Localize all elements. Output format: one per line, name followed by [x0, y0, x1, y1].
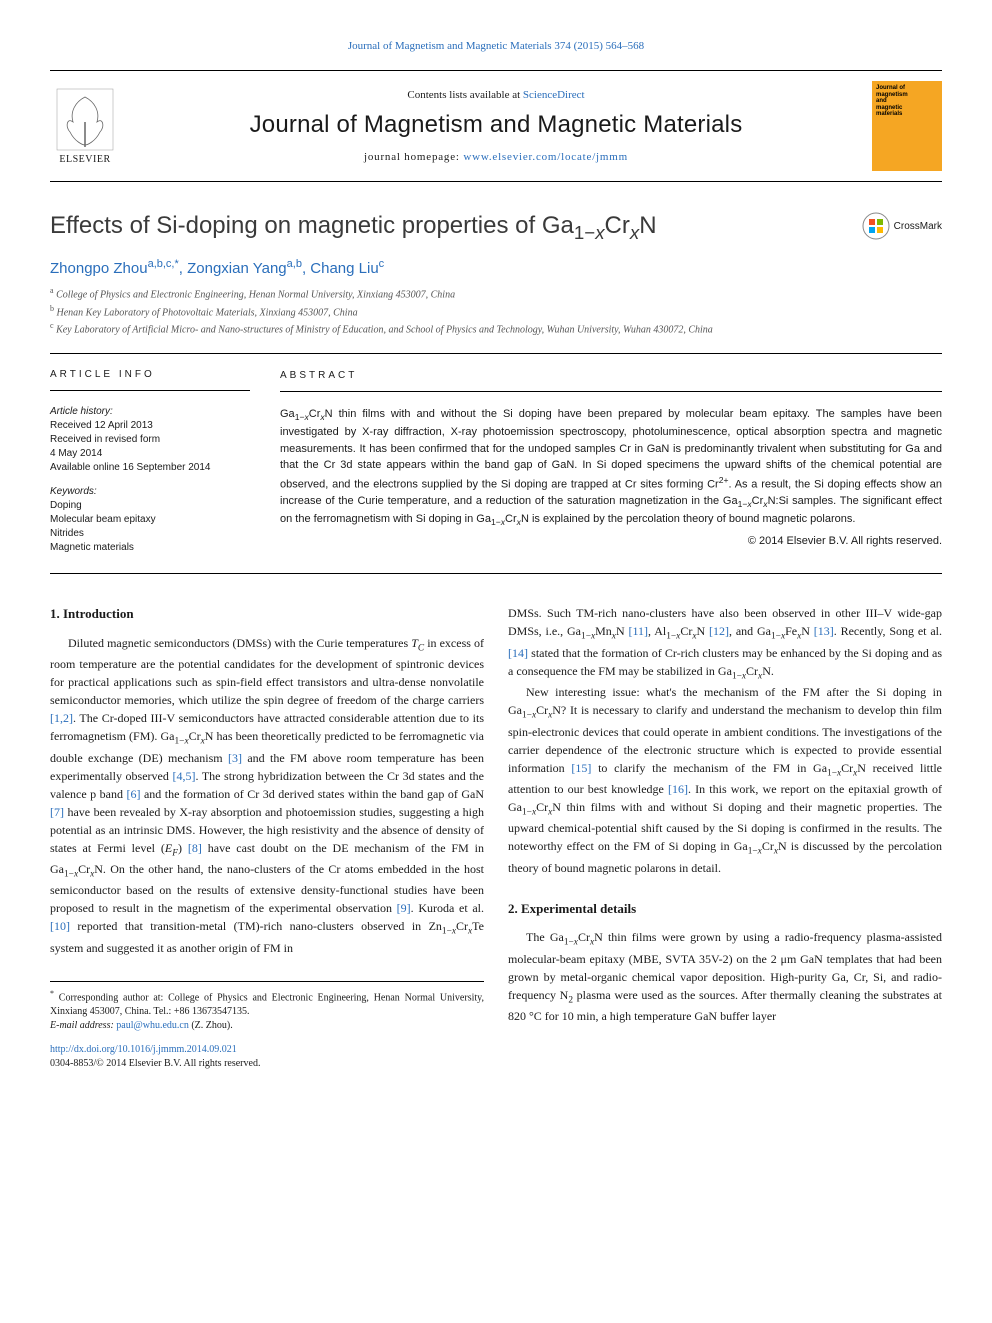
footnotes: * Corresponding author at: College of Ph…: [50, 981, 484, 1033]
email-link[interactable]: paul@whu.edu.cn: [116, 1020, 189, 1031]
divider: [50, 573, 942, 574]
history-item: 4 May 2014: [50, 447, 250, 461]
intro-paragraph: Diluted magnetic semiconductors (DMSs) w…: [50, 634, 484, 957]
intro-paragraph-2: New interesting issue: what's the mechan…: [508, 683, 942, 877]
header-box: ELSEVIER Contents lists available at Sci…: [50, 70, 942, 182]
section-heading-intro: 1. Introduction: [50, 604, 484, 624]
issn-line: 0304-8853/© 2014 Elsevier B.V. All right…: [50, 1057, 484, 1071]
experimental-paragraph: The Ga1−xCrxN thin films were grown by u…: [508, 928, 942, 1025]
jmmm-cover-icon: Journal of magnetism and magnetic materi…: [872, 81, 942, 171]
history-label: Article history:: [50, 405, 250, 419]
article-info: article info Article history: Received 1…: [50, 368, 250, 555]
ref-link[interactable]: [14]: [508, 646, 528, 660]
abstract-text: Ga1−xCrxN thin films with and without th…: [280, 406, 942, 529]
keyword-item: Doping: [50, 499, 250, 513]
history-item: Available online 16 September 2014: [50, 461, 250, 475]
ref-link[interactable]: [11]: [628, 624, 648, 638]
ref-link[interactable]: [12]: [709, 624, 729, 638]
article-info-label: article info: [50, 368, 250, 382]
ref-link[interactable]: [4,5]: [172, 769, 195, 783]
keyword-item: Molecular beam epitaxy: [50, 513, 250, 527]
divider: [50, 353, 942, 354]
email-suffix: (Z. Zhou).: [189, 1020, 233, 1031]
doi-link[interactable]: http://dx.doi.org/10.1016/j.jmmm.2014.09…: [50, 1044, 237, 1055]
crossmark-icon: [862, 212, 890, 240]
ref-link[interactable]: [9]: [397, 901, 411, 915]
abstract-label: abstract: [280, 368, 942, 383]
history-item: Received 12 April 2013: [50, 419, 250, 433]
author-aff: a,b,c,*: [148, 258, 179, 270]
affiliations: a College of Physics and Electronic Engi…: [50, 285, 942, 337]
history-item: Received in revised form: [50, 433, 250, 447]
intro-continuation: DMSs. Such TM-rich nano-clusters have al…: [508, 604, 942, 683]
ref-link[interactable]: [1,2]: [50, 711, 73, 725]
paper-title: Effects of Si-doping on magnetic propert…: [50, 212, 657, 244]
author-name[interactable]: Zhongpo Zhou: [50, 260, 148, 277]
section-heading-experimental: 2. Experimental details: [508, 899, 942, 919]
keyword-item: Magnetic materials: [50, 541, 250, 555]
column-right: DMSs. Such TM-rich nano-clusters have al…: [508, 604, 942, 1071]
keywords-label: Keywords:: [50, 485, 250, 499]
homepage-line: journal homepage: www.elsevier.com/locat…: [120, 151, 872, 163]
ref-link[interactable]: [3]: [228, 751, 242, 765]
ref-link[interactable]: [6]: [126, 787, 140, 801]
ref-link[interactable]: [10]: [50, 919, 70, 933]
keyword-item: Nitrides: [50, 527, 250, 541]
ref-link[interactable]: [8]: [188, 841, 202, 855]
elsevier-label: ELSEVIER: [59, 154, 110, 165]
sciencedirect-link[interactable]: ScienceDirect: [523, 89, 585, 101]
homepage-link[interactable]: www.elsevier.com/locate/jmmm: [463, 151, 628, 163]
corresponding-author-note: * Corresponding author at: College of Ph…: [50, 988, 484, 1019]
author-aff: c: [379, 258, 385, 270]
crossmark-badge[interactable]: CrossMark: [862, 212, 942, 240]
ref-link[interactable]: [16]: [668, 782, 688, 796]
column-left: 1. Introduction Diluted magnetic semicon…: [50, 604, 484, 1071]
doi-block: http://dx.doi.org/10.1016/j.jmmm.2014.09…: [50, 1043, 484, 1071]
author-name[interactable]: Zongxian Yang: [187, 260, 287, 277]
crossmark-label: CrossMark: [894, 221, 942, 232]
journal-name: Journal of Magnetism and Magnetic Materi…: [120, 111, 872, 139]
abstract-block: abstract Ga1−xCrxN thin films with and w…: [280, 368, 942, 555]
elsevier-tree-icon: [55, 87, 115, 152]
contents-line: Contents lists available at ScienceDirec…: [120, 89, 872, 101]
ref-link[interactable]: [15]: [571, 761, 591, 775]
abstract-copyright: © 2014 Elsevier B.V. All rights reserved…: [280, 533, 942, 550]
authors-line: Zhongpo Zhoua,b,c,*, Zongxian Yanga,b, C…: [50, 258, 942, 277]
author-name[interactable]: Chang Liu: [310, 260, 378, 277]
email-label: E-mail address:: [50, 1020, 116, 1031]
ref-link[interactable]: [7]: [50, 805, 64, 819]
ref-link[interactable]: [13]: [814, 624, 834, 638]
journal-citation-link[interactable]: Journal of Magnetism and Magnetic Materi…: [50, 40, 942, 52]
author-aff: a,b: [287, 258, 302, 270]
elsevier-logo: ELSEVIER: [50, 87, 120, 165]
